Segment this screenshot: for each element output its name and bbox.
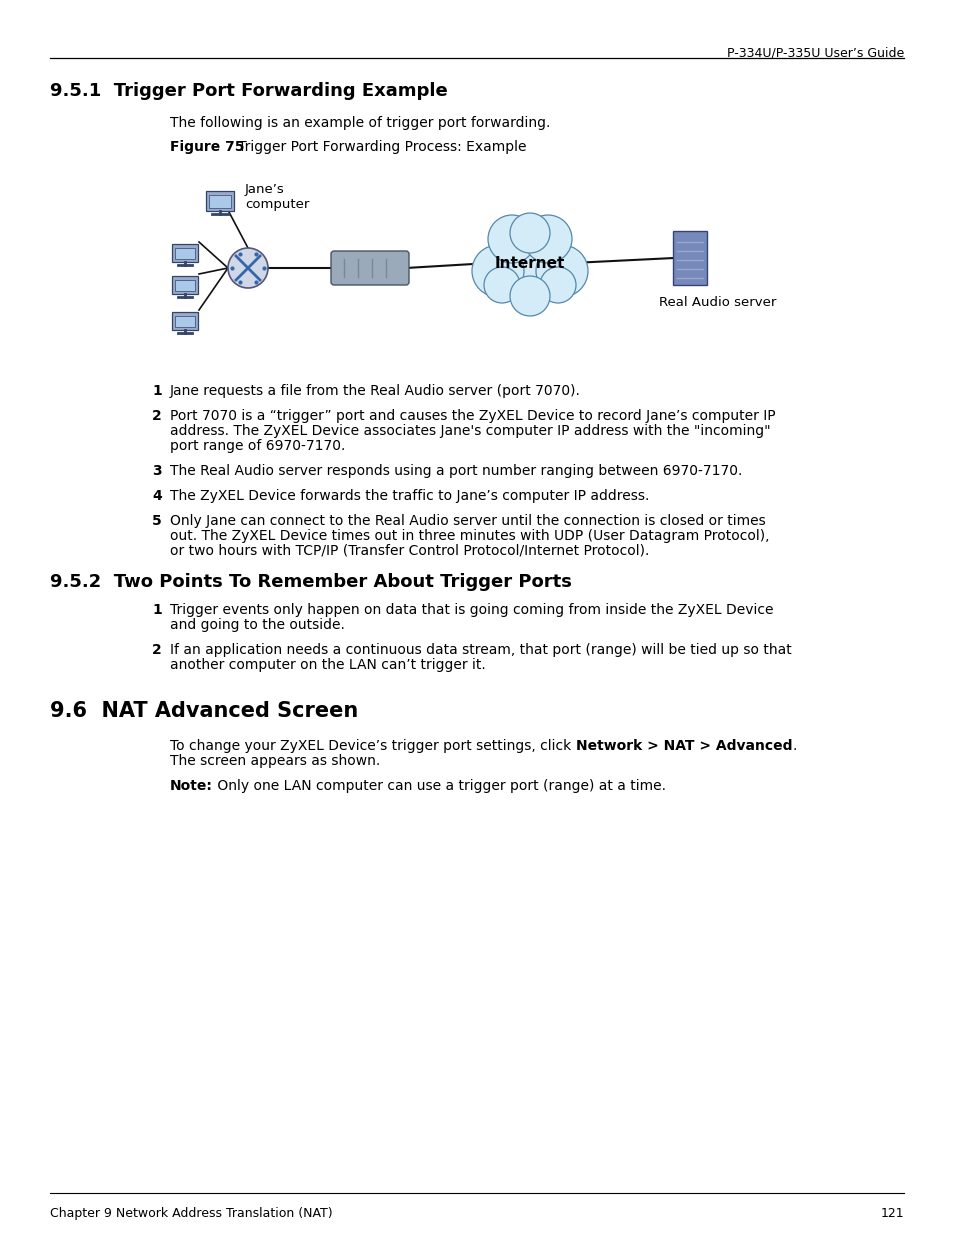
Circle shape	[472, 245, 523, 296]
Text: port range of 6970-7170.: port range of 6970-7170.	[170, 438, 345, 453]
Text: To change your ZyXEL Device’s trigger port settings, click: To change your ZyXEL Device’s trigger po…	[170, 739, 575, 753]
FancyBboxPatch shape	[175, 316, 194, 327]
Text: The following is an example of trigger port forwarding.: The following is an example of trigger p…	[170, 116, 550, 130]
Circle shape	[539, 267, 576, 303]
Text: Real Audio server: Real Audio server	[659, 296, 776, 309]
Text: The ZyXEL Device forwards the traffic to Jane’s computer IP address.: The ZyXEL Device forwards the traffic to…	[170, 489, 649, 503]
Text: If an application needs a continuous data stream, that port (range) will be tied: If an application needs a continuous dat…	[170, 643, 791, 657]
Text: Note:: Note:	[170, 779, 213, 793]
Circle shape	[536, 245, 587, 296]
FancyBboxPatch shape	[206, 191, 233, 211]
Circle shape	[492, 225, 567, 301]
Text: 3: 3	[152, 464, 161, 478]
Circle shape	[483, 267, 519, 303]
Text: Network > NAT > Advanced: Network > NAT > Advanced	[575, 739, 791, 753]
Text: 1: 1	[152, 603, 162, 618]
Text: or two hours with TCP/IP (Transfer Control Protocol/Internet Protocol).: or two hours with TCP/IP (Transfer Contr…	[170, 543, 649, 558]
Text: .: .	[791, 739, 796, 753]
FancyBboxPatch shape	[672, 231, 706, 285]
Circle shape	[523, 215, 572, 263]
FancyBboxPatch shape	[209, 195, 231, 207]
Text: 4: 4	[152, 489, 162, 503]
Text: Trigger events only happen on data that is going coming from inside the ZyXEL De: Trigger events only happen on data that …	[170, 603, 773, 618]
Circle shape	[228, 248, 268, 288]
Text: 9.5.1  Trigger Port Forwarding Example: 9.5.1 Trigger Port Forwarding Example	[50, 82, 447, 100]
Text: The Real Audio server responds using a port number ranging between 6970-7170.: The Real Audio server responds using a p…	[170, 464, 741, 478]
Text: Only one LAN computer can use a trigger port (range) at a time.: Only one LAN computer can use a trigger …	[213, 779, 665, 793]
Text: Trigger Port Forwarding Process: Example: Trigger Port Forwarding Process: Example	[225, 140, 526, 154]
FancyBboxPatch shape	[175, 248, 194, 259]
Circle shape	[510, 212, 550, 253]
Text: 121: 121	[880, 1207, 903, 1220]
Text: 5: 5	[152, 514, 162, 529]
FancyBboxPatch shape	[172, 275, 197, 294]
Text: Jane requests a file from the Real Audio server (port 7070).: Jane requests a file from the Real Audio…	[170, 384, 580, 398]
Circle shape	[488, 215, 536, 263]
FancyBboxPatch shape	[172, 245, 197, 262]
Text: Internet: Internet	[495, 256, 564, 270]
FancyBboxPatch shape	[331, 251, 409, 285]
FancyBboxPatch shape	[175, 280, 194, 291]
Text: 2: 2	[152, 643, 162, 657]
Text: address. The ZyXEL Device associates Jane's computer IP address with the "incomi: address. The ZyXEL Device associates Jan…	[170, 424, 770, 438]
Text: Port 7070 is a “trigger” port and causes the ZyXEL Device to record Jane’s compu: Port 7070 is a “trigger” port and causes…	[170, 409, 775, 424]
Text: 1: 1	[152, 384, 162, 398]
Text: Figure 75: Figure 75	[170, 140, 244, 154]
Text: The screen appears as shown.: The screen appears as shown.	[170, 755, 380, 768]
Text: Chapter 9 Network Address Translation (NAT): Chapter 9 Network Address Translation (N…	[50, 1207, 333, 1220]
Text: Jane’s
computer: Jane’s computer	[245, 183, 309, 211]
Text: and going to the outside.: and going to the outside.	[170, 618, 345, 632]
Text: 9.5.2  Two Points To Remember About Trigger Ports: 9.5.2 Two Points To Remember About Trigg…	[50, 573, 571, 592]
Text: 9.6  NAT Advanced Screen: 9.6 NAT Advanced Screen	[50, 701, 358, 721]
Circle shape	[510, 275, 550, 316]
FancyBboxPatch shape	[172, 312, 197, 330]
Text: another computer on the LAN can’t trigger it.: another computer on the LAN can’t trigge…	[170, 658, 485, 672]
Text: P-334U/P-335U User’s Guide: P-334U/P-335U User’s Guide	[726, 46, 903, 59]
Text: out. The ZyXEL Device times out in three minutes with UDP (User Datagram Protoco: out. The ZyXEL Device times out in three…	[170, 529, 769, 543]
Text: 2: 2	[152, 409, 162, 424]
Text: Only Jane can connect to the Real Audio server until the connection is closed or: Only Jane can connect to the Real Audio …	[170, 514, 765, 529]
